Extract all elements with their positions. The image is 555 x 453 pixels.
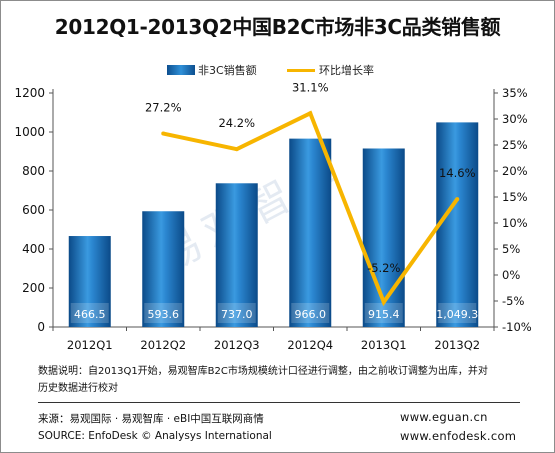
- bar-2012Q4: [289, 138, 332, 327]
- data-note-line2: 历史数据进行校对: [38, 383, 118, 394]
- footer-divider: [38, 402, 520, 403]
- y-right-tick-label: 0%: [502, 268, 520, 282]
- y-right-tick-label: 10%: [502, 216, 528, 230]
- bar-label-bg: [70, 303, 109, 323]
- y-right-tick-label: -5%: [502, 294, 524, 308]
- bar-label-bg: [144, 303, 183, 323]
- legend-line-swatch: [287, 68, 315, 72]
- growth-rate-point-2013Q1: [381, 300, 386, 305]
- growth-rate-label: 24.2%: [218, 116, 255, 130]
- legend-line: 环比增长率: [287, 62, 374, 78]
- bar-value-label: 915.4: [368, 308, 400, 321]
- y-right-tick-label: 35%: [502, 86, 528, 100]
- bar-label-bg: [217, 303, 256, 323]
- y-left-tick-label: 1200: [14, 86, 45, 100]
- legend-bar-label: 非3C销售额: [198, 64, 257, 77]
- x-tick-label: 2012Q4: [287, 338, 333, 352]
- data-note-line1: 数据说明：自2013Q1开始，易观智库B2C市场规模统计口径进行调整，由之前收订…: [38, 366, 488, 377]
- chart-title: 2012Q1-2013Q2中国B2C市场非3C品类销售额: [54, 15, 501, 39]
- bar-label-bg: [438, 303, 477, 323]
- bar-2012Q2: [142, 211, 185, 327]
- y-left-tick-label: 200: [22, 281, 45, 295]
- url-eguan: www.eguan.cn: [400, 410, 488, 424]
- growth-rate-point-2013Q2: [455, 197, 460, 202]
- bar-2012Q3: [215, 183, 258, 327]
- y-left-tick-label: 800: [22, 164, 45, 178]
- legend-bar-swatch: [167, 65, 195, 75]
- growth-rate-label: 27.2%: [145, 101, 182, 115]
- growth-rate-point-2012Q4: [308, 111, 313, 116]
- bar-value-label: 593.6: [148, 308, 180, 321]
- y-right-tick-label: 20%: [502, 164, 528, 178]
- x-tick-label: 2013Q1: [361, 338, 407, 352]
- legend-line-label: 环比增长率: [319, 64, 374, 77]
- x-tick-label: 2012Q1: [67, 338, 113, 352]
- y-right-tick-label: 25%: [502, 138, 528, 152]
- growth-rate-label: 31.1%: [292, 80, 329, 94]
- bar-value-label: 737.0: [221, 308, 253, 321]
- source-en: SOURCE: EnfoDesk © Analysys Internationa…: [38, 430, 272, 442]
- x-tick-label: 2013Q2: [434, 338, 480, 352]
- y-right-tick-label: 30%: [502, 112, 528, 126]
- growth-rate-label: 14.6%: [439, 166, 476, 180]
- bar-value-label: 466.5: [74, 308, 106, 321]
- y-left-tick-label: 600: [22, 203, 45, 217]
- y-left-tick-label: 0: [37, 320, 45, 334]
- y-right-tick-label: 15%: [502, 190, 528, 204]
- url-enfodesk: www.enfodesk.com: [400, 429, 517, 443]
- bar-2012Q1: [68, 236, 111, 327]
- data-note: 数据说明：自2013Q1开始，易观智库B2C市场规模统计口径进行调整，由之前收订…: [38, 363, 528, 397]
- source-cn: 来源：易观国际 · 易观智库 · eBI中国互联网商情: [38, 413, 264, 425]
- bar-value-label: 1,049.3: [436, 308, 478, 321]
- x-tick-label: 2012Q2: [140, 338, 186, 352]
- growth-rate-label: -5.2%: [367, 261, 400, 275]
- bar-label-bg: [364, 303, 403, 323]
- bar-2013Q2: [436, 122, 479, 327]
- growth-rate-point-2012Q3: [234, 147, 239, 152]
- y-left-tick-label: 400: [22, 242, 45, 256]
- legend-bar: 非3C销售额: [167, 62, 257, 78]
- bar-label-bg: [291, 303, 330, 323]
- x-tick-label: 2012Q3: [214, 338, 260, 352]
- bar-value-label: 966.0: [295, 308, 327, 321]
- y-left-tick-label: 1000: [14, 125, 45, 139]
- growth-rate-point-2012Q2: [161, 131, 166, 136]
- y-right-tick-label: 5%: [502, 242, 520, 256]
- y-right-tick-label: -10%: [502, 320, 532, 334]
- combo-chart: 0 200 400 600 800 1000 1200 -10% -5% 0% 5% 10% 15% 20…: [14, 80, 532, 352]
